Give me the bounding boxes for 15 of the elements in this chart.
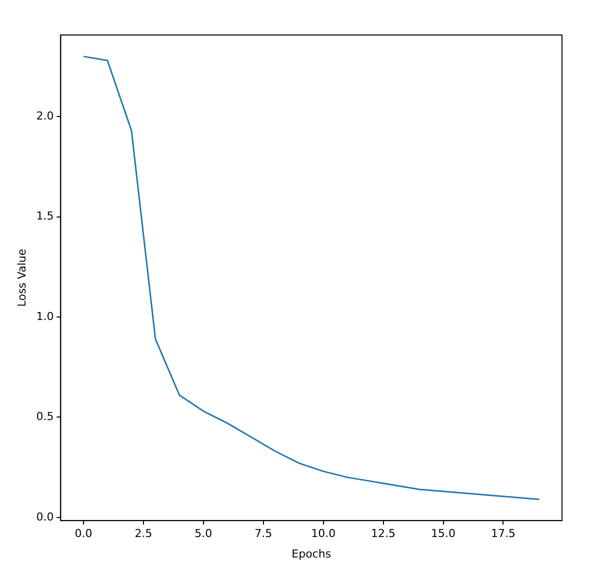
y-tick-label: 0.5 [36,410,54,424]
x-axis-title: Epochs [292,547,332,560]
x-tick-label: 12.5 [371,527,396,540]
x-tick-label: 7.5 [254,527,272,540]
x-tick-label: 17.5 [490,527,516,540]
x-tick-label: 5.0 [194,527,212,540]
y-axis-title: Loss Value [15,248,28,307]
y-tick-label: 0.0 [36,510,54,524]
y-tick-label: 1.0 [36,310,54,323]
x-tick-label: 10.0 [311,527,336,540]
x-tick-label: 2.5 [134,527,152,540]
y-tick-label: 2.0 [36,109,54,122]
y-tick-label: 1.5 [36,210,54,223]
x-tick-label: 0.0 [74,527,92,540]
x-tick-label: 15.0 [431,527,456,540]
